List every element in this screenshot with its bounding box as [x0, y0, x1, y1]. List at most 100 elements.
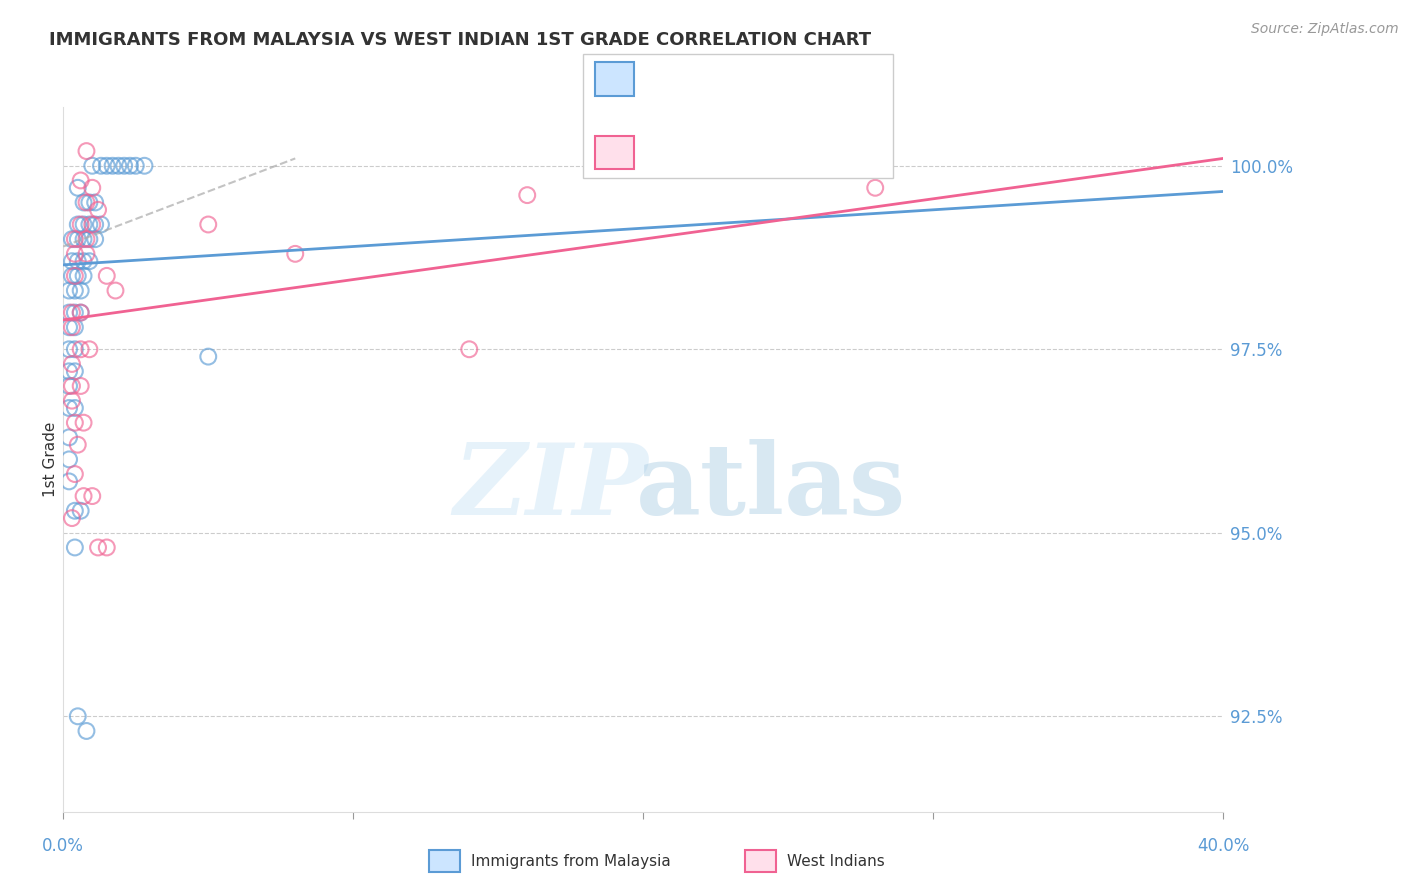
Point: [87, 541, 110, 555]
Point: [79, 254, 101, 268]
Point: [63, 305, 86, 319]
Point: [63, 541, 86, 555]
Point: [66, 232, 89, 246]
Point: [76, 723, 98, 738]
Point: [76, 195, 98, 210]
Point: [82, 218, 104, 232]
Point: [72, 268, 94, 283]
Point: [72, 195, 94, 210]
Text: 63: 63: [783, 70, 808, 88]
Point: [69, 218, 91, 232]
Point: [63, 401, 86, 415]
Point: [63, 343, 86, 357]
Text: Immigrants from Malaysia: Immigrants from Malaysia: [471, 854, 671, 869]
Point: [63, 232, 86, 246]
Point: [112, 159, 135, 173]
Text: R =: R =: [645, 144, 685, 161]
Point: [63, 416, 86, 430]
Point: [197, 350, 219, 364]
Text: 44: 44: [783, 144, 808, 161]
Point: [60, 232, 83, 246]
Point: [76, 144, 98, 158]
Point: [66, 438, 89, 452]
Point: [69, 305, 91, 319]
Point: [84, 195, 107, 210]
Point: [58, 475, 80, 489]
Point: [104, 284, 127, 298]
Point: [63, 364, 86, 378]
Point: [82, 489, 104, 503]
Point: [87, 202, 110, 217]
Point: [76, 247, 98, 261]
Point: [96, 268, 118, 283]
Text: 0.103: 0.103: [688, 70, 744, 88]
Point: [96, 159, 118, 173]
Point: [66, 268, 89, 283]
Point: [72, 232, 94, 246]
Point: [63, 504, 86, 518]
Point: [118, 159, 141, 173]
Point: [58, 364, 80, 378]
Point: [58, 320, 80, 334]
Point: [60, 268, 83, 283]
Text: atlas: atlas: [636, 439, 905, 536]
Point: [58, 430, 80, 444]
Point: [458, 343, 481, 357]
Point: [60, 511, 83, 525]
Point: [60, 393, 83, 408]
Point: [107, 159, 129, 173]
Point: [66, 254, 89, 268]
Point: [58, 284, 80, 298]
Point: [69, 173, 91, 187]
Text: Source: ZipAtlas.com: Source: ZipAtlas.com: [1251, 22, 1399, 37]
Point: [63, 284, 86, 298]
Point: [58, 401, 80, 415]
Point: [58, 452, 80, 467]
Point: [69, 284, 91, 298]
Point: [58, 343, 80, 357]
Point: [197, 218, 219, 232]
Point: [125, 159, 148, 173]
Point: [60, 320, 83, 334]
Text: 0.325: 0.325: [688, 144, 744, 161]
Point: [96, 541, 118, 555]
Point: [284, 247, 307, 261]
Point: [63, 268, 86, 283]
Point: [72, 218, 94, 232]
Text: 0.0%: 0.0%: [42, 838, 84, 855]
Text: N =: N =: [741, 144, 793, 161]
Point: [69, 343, 91, 357]
Text: IMMIGRANTS FROM MALAYSIA VS WEST INDIAN 1ST GRADE CORRELATION CHART: IMMIGRANTS FROM MALAYSIA VS WEST INDIAN …: [49, 31, 872, 49]
Point: [69, 504, 91, 518]
Point: [84, 218, 107, 232]
Point: [58, 379, 80, 393]
Point: [82, 181, 104, 195]
Point: [63, 247, 86, 261]
Point: [58, 305, 80, 319]
Text: ZIP: ZIP: [453, 440, 648, 536]
Y-axis label: 1st Grade: 1st Grade: [42, 422, 58, 497]
Point: [79, 218, 101, 232]
Point: [79, 343, 101, 357]
Point: [90, 218, 112, 232]
Point: [90, 159, 112, 173]
Point: [60, 305, 83, 319]
Point: [63, 320, 86, 334]
Point: [66, 181, 89, 195]
Point: [63, 467, 86, 481]
Point: [72, 416, 94, 430]
Point: [516, 188, 538, 202]
Point: [82, 159, 104, 173]
Point: [66, 709, 89, 723]
Point: [60, 357, 83, 371]
Point: [101, 159, 124, 173]
Point: [79, 195, 101, 210]
Point: [69, 305, 91, 319]
Point: [72, 489, 94, 503]
Point: [60, 254, 83, 268]
Point: [69, 379, 91, 393]
Point: [865, 181, 887, 195]
Point: [60, 379, 83, 393]
Text: R =: R =: [645, 70, 685, 88]
Point: [72, 254, 94, 268]
